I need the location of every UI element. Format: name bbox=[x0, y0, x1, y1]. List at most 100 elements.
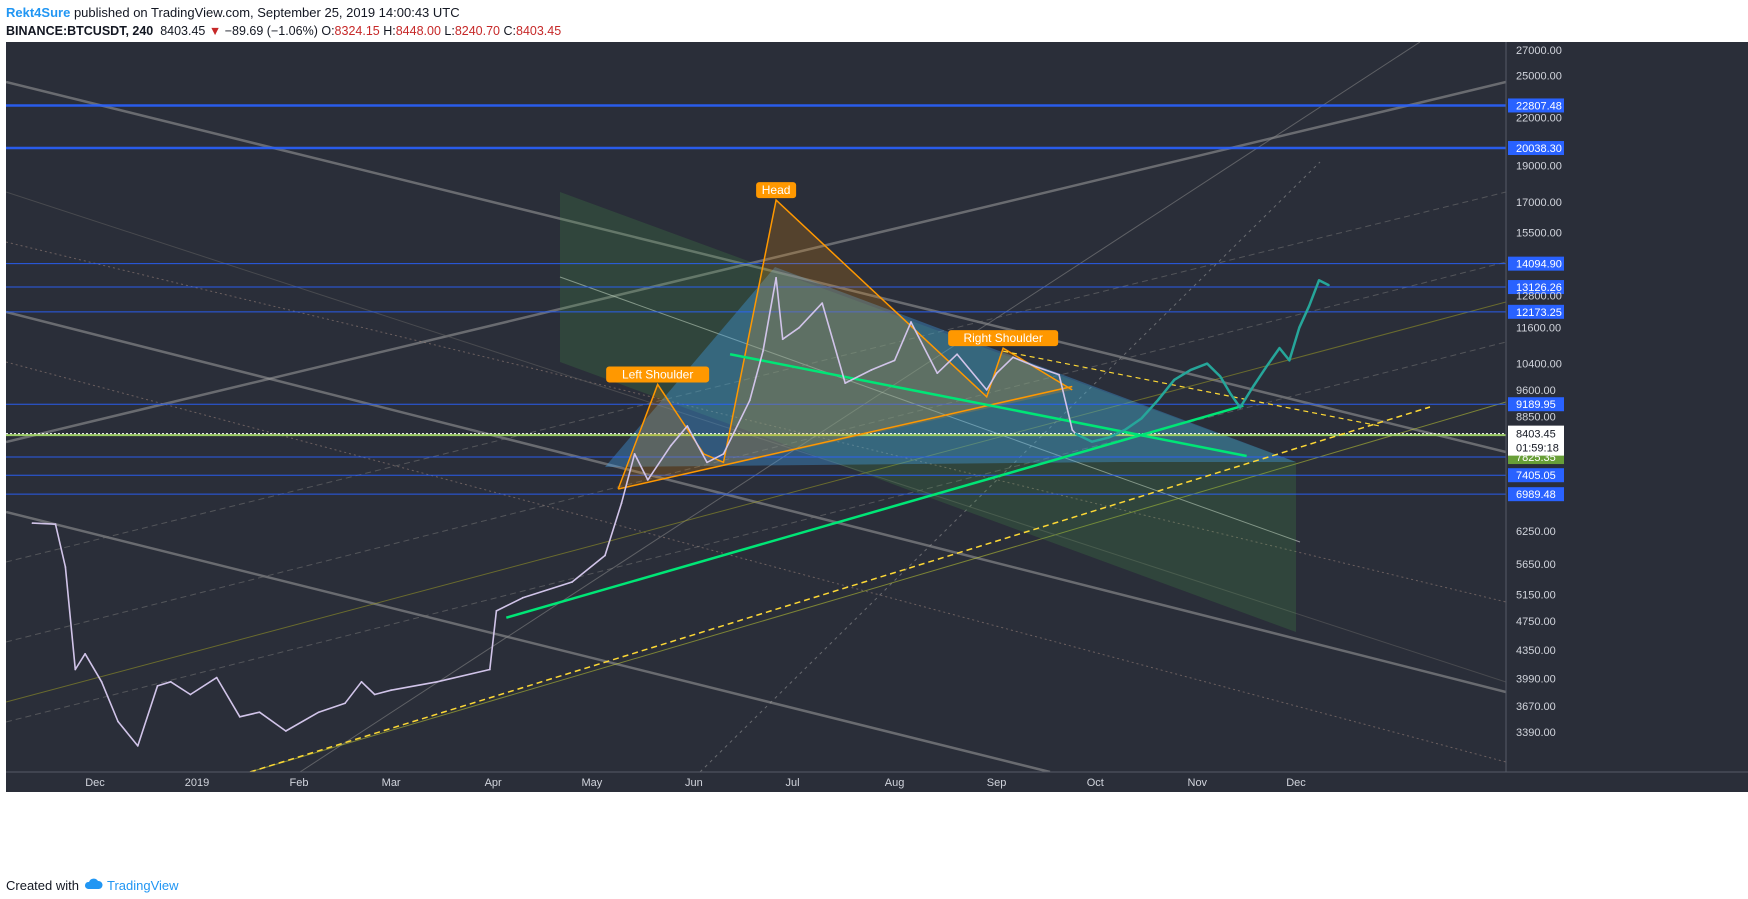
projection-point bbox=[1278, 347, 1281, 350]
price-point bbox=[669, 444, 672, 447]
price-tick-label: 22000.00 bbox=[1516, 112, 1562, 124]
price-point bbox=[189, 693, 192, 696]
countdown-tag: 01:59:18 bbox=[1516, 443, 1559, 455]
trend-line-12 bbox=[249, 401, 1506, 772]
projection-point bbox=[1219, 375, 1222, 378]
price-tick-label: 3670.00 bbox=[1516, 701, 1556, 713]
price-tick-label: 10400.00 bbox=[1516, 359, 1562, 371]
price-point bbox=[156, 685, 159, 687]
trend-line-5 bbox=[699, 161, 1321, 772]
projection-point bbox=[1229, 392, 1232, 395]
created-with-label: Created with bbox=[6, 878, 79, 893]
tradingview-link[interactable]: TradingView bbox=[106, 878, 179, 893]
price-point bbox=[238, 715, 241, 718]
price-point bbox=[1058, 373, 1060, 376]
low-value: 8240.70 bbox=[454, 24, 501, 38]
pattern-label-text: Right Shoulder bbox=[963, 331, 1042, 345]
price-point bbox=[1035, 365, 1037, 368]
projection-point bbox=[1173, 378, 1176, 381]
price-point bbox=[686, 425, 689, 427]
triangle-zone bbox=[605, 267, 1296, 467]
tradingview-cloud-icon bbox=[83, 878, 103, 893]
time-tick-label: Aug bbox=[885, 777, 905, 789]
time-tick-label: Jul bbox=[786, 777, 800, 789]
high-value: 8448.00 bbox=[395, 24, 441, 38]
projection-point bbox=[1252, 385, 1255, 388]
last-price: 8403.45 bbox=[160, 24, 206, 38]
time-tick-label: Mar bbox=[382, 777, 401, 789]
projection-point bbox=[1328, 284, 1330, 287]
author-name[interactable]: Rekt4Sure bbox=[6, 5, 71, 20]
price-tick-label: 12173.25 bbox=[1516, 307, 1562, 319]
price-point bbox=[748, 399, 751, 402]
footer: Created with TradingView bbox=[6, 878, 179, 893]
price-tick-label: 20038.30 bbox=[1516, 143, 1562, 155]
trend-line-8 bbox=[559, 276, 1301, 543]
price-point bbox=[1071, 428, 1074, 431]
yellow-dashed-trend bbox=[249, 406, 1431, 772]
projection-point bbox=[1123, 428, 1126, 431]
price-tick-label: 12800.00 bbox=[1516, 290, 1562, 302]
drawings: Left Shoulder Head Right Shoulder bbox=[6, 42, 1506, 772]
chart-header: Rekt4Sure published on TradingView.com, … bbox=[6, 4, 561, 40]
projection-point bbox=[1091, 440, 1093, 443]
bearish-channel-zone bbox=[560, 192, 1296, 632]
price-tick-label: 3990.00 bbox=[1516, 673, 1556, 685]
pattern-label-text: Head bbox=[762, 183, 791, 197]
price-point bbox=[844, 382, 847, 384]
price-point bbox=[706, 461, 708, 464]
pattern-label-box bbox=[756, 182, 797, 199]
price-tick-label: 9600.00 bbox=[1516, 385, 1556, 397]
price-point bbox=[284, 730, 287, 732]
price-tick-label: 6250.00 bbox=[1516, 526, 1556, 538]
publish-line: Rekt4Sure published on TradingView.com, … bbox=[6, 4, 561, 22]
price-point bbox=[373, 693, 376, 696]
price-point bbox=[488, 668, 491, 671]
head-shoulders-outline bbox=[617, 198, 1073, 490]
open-value: 8324.15 bbox=[334, 24, 380, 38]
price-tick-label: 5650.00 bbox=[1516, 559, 1556, 571]
projection-point bbox=[1239, 406, 1241, 409]
price-point bbox=[31, 522, 34, 525]
price-point bbox=[258, 711, 261, 714]
time-tick-label: 2019 bbox=[185, 777, 209, 789]
price-point bbox=[436, 680, 439, 683]
price-change: −89.69 (−1.06%) bbox=[224, 24, 318, 38]
trend-line-14 bbox=[6, 191, 1506, 683]
price-tick-label: 14094.90 bbox=[1516, 259, 1562, 271]
projection-point bbox=[1206, 362, 1209, 365]
time-tick-label: Nov bbox=[1188, 777, 1208, 789]
time-tick-label: Dec bbox=[1286, 777, 1306, 789]
time-tick-label: Feb bbox=[290, 777, 309, 789]
price-tag-bg bbox=[1508, 397, 1564, 412]
head-shoulders-fill bbox=[618, 200, 1073, 490]
price-series-line bbox=[32, 277, 1077, 747]
price-point bbox=[936, 372, 939, 375]
projection-point bbox=[1265, 365, 1268, 368]
price-tick-label: 9189.95 bbox=[1516, 399, 1556, 411]
price-tick-label: 6989.48 bbox=[1516, 489, 1556, 501]
price-tag-bg bbox=[1508, 98, 1564, 113]
price-tick-label: 19000.00 bbox=[1516, 160, 1562, 172]
low-label: L: bbox=[444, 24, 455, 38]
price-point bbox=[1012, 356, 1014, 359]
price-tick-label: 7405.05 bbox=[1516, 470, 1556, 482]
price-tick-label: 13126.26 bbox=[1516, 282, 1562, 294]
price-point bbox=[956, 353, 958, 356]
pattern-label-2: Right Shoulder bbox=[948, 330, 1059, 347]
time-tick-label: Jun bbox=[685, 777, 703, 789]
projection-point bbox=[1298, 326, 1301, 329]
rising-support-line bbox=[505, 404, 1244, 619]
price-tick-label: 5150.00 bbox=[1516, 590, 1556, 602]
price-point bbox=[798, 326, 801, 329]
price-point bbox=[985, 388, 988, 391]
price-point bbox=[344, 702, 346, 705]
time-tick-label: Sep bbox=[987, 777, 1007, 789]
price-tick-label: 3390.00 bbox=[1516, 727, 1556, 739]
price-tag-bg bbox=[1508, 487, 1564, 502]
close-value: 8403.45 bbox=[516, 24, 562, 38]
trend-line-3 bbox=[6, 80, 1506, 444]
trend-line-7 bbox=[6, 361, 1506, 763]
